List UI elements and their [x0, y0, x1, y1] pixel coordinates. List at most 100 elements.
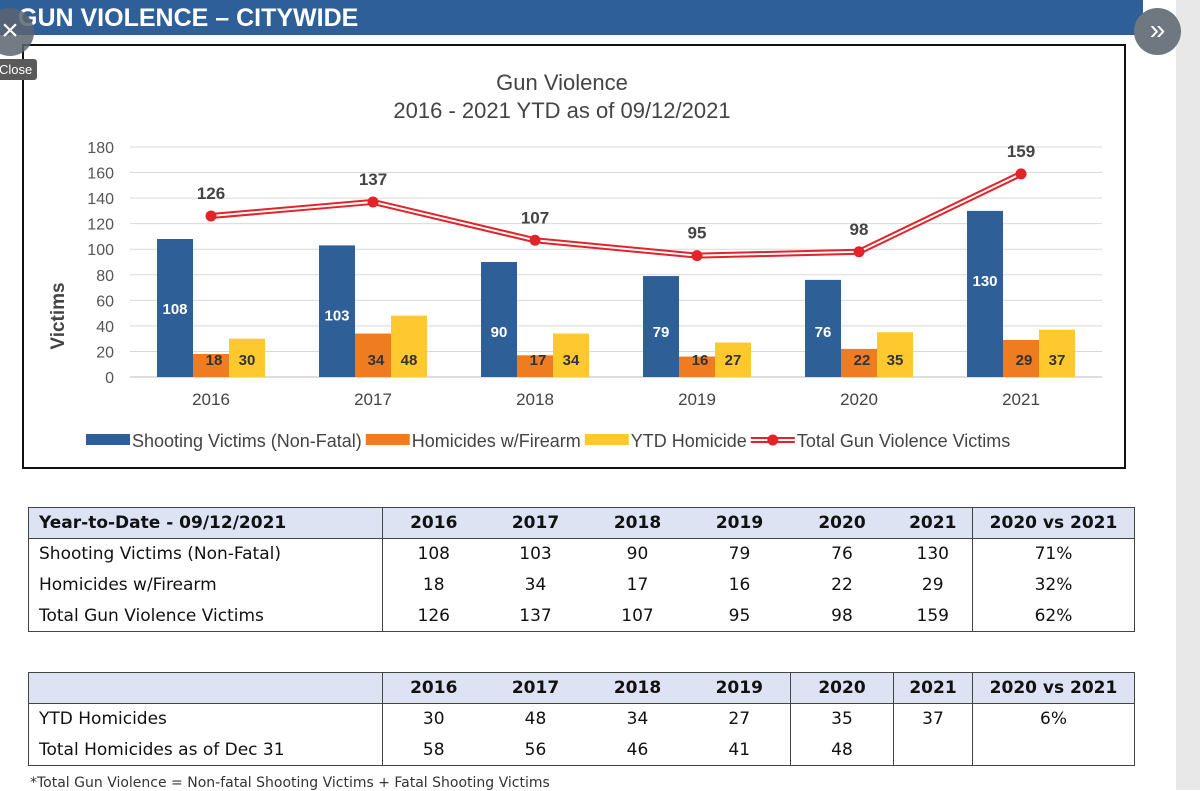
table-row: Total Homicides as of Dec 31 58 56 46 41 48 [28, 734, 1135, 766]
table-cell: 16 [728, 575, 751, 595]
table-cell: 34 [524, 575, 547, 595]
total-label: 126 [197, 184, 225, 203]
table-cell: 103 [519, 544, 552, 565]
close-icon: × [1, 14, 19, 47]
header-cell: 2021 [893, 507, 973, 539]
table-header-row: Year-to-Date - 09/12/2021 2016 2017 2018… [28, 507, 1135, 539]
y-tick-label: 60 [96, 293, 114, 310]
data-label: 35 [887, 352, 904, 369]
bar-ytd-homicide [391, 315, 427, 377]
data-label: 90 [491, 324, 508, 341]
total-point [367, 196, 379, 208]
data-label: 34 [368, 352, 385, 369]
data-label: 34 [563, 352, 580, 369]
data-label: 37 [1049, 352, 1066, 369]
next-button[interactable]: » [1134, 8, 1181, 55]
y-tick-label: 40 [96, 319, 114, 336]
header-cell: 2016 [382, 507, 485, 539]
x-tick-label: 2021 [1002, 390, 1040, 409]
x-tick-label: 2017 [354, 390, 392, 409]
total-label: 159 [1007, 142, 1035, 161]
data-label: 130 [972, 273, 997, 290]
row-label: Shooting Victims (Non-Fatal) [28, 538, 383, 570]
header-cell: 2018 [586, 507, 689, 539]
bar-shooting-victims-non-fatal- [643, 276, 679, 377]
legend-label: Total Gun Violence Victims [797, 431, 1010, 451]
header-cell: Year-to-Date - 09/12/2021 [28, 507, 383, 539]
table-cell: 34 [626, 709, 649, 730]
table-cell: 71% [972, 538, 1135, 570]
row-label: Total Homicides as of Dec 31 [28, 734, 383, 766]
table-cell: 18 [382, 569, 485, 601]
total-label: 137 [359, 170, 387, 189]
bar-ytd-homicide [1039, 329, 1075, 377]
legend-label: Shooting Victims (Non-Fatal) [132, 431, 362, 451]
y-tick-label: 180 [87, 140, 114, 157]
table-row: YTD Homicides 30 48 34 27 35 37 6% [28, 703, 1135, 735]
legend-label: Homicides w/Firearm [412, 431, 581, 451]
bar-homicides-w-firearm [355, 333, 391, 377]
double-chevron-right-icon: » [1149, 14, 1166, 45]
table-cell: 76 [831, 544, 853, 565]
y-tick-label: 20 [96, 344, 114, 361]
table-row: Homicides w/Firearm 18 34 17 16 22 29 32% [28, 569, 1135, 601]
data-label: 22 [854, 352, 871, 369]
data-label: 48 [401, 352, 418, 369]
data-label: 30 [239, 352, 256, 369]
header-cell: 2020 vs 2021 [972, 672, 1135, 704]
table-cell: 6% [972, 703, 1135, 735]
y-tick-label: 100 [87, 242, 114, 259]
table-cell: 22 [831, 575, 853, 595]
page-header: GUN VIOLENCE – CITYWIDE [0, 0, 1143, 35]
legend-swatch [86, 434, 130, 445]
table-row: Shooting Victims (Non-Fatal) 108 103 90 79 76… [28, 538, 1135, 570]
table-cell: 79 [728, 544, 751, 565]
bar-homicides-w-firearm [193, 354, 229, 377]
total-point [853, 246, 865, 258]
table-cell: 27 [728, 709, 751, 730]
table-cell: 130 [916, 544, 949, 565]
bar-homicides-w-firearm [517, 355, 553, 377]
legend-marker [767, 434, 779, 446]
x-tick-label: 2019 [678, 390, 716, 409]
x-tick-label: 2018 [516, 390, 554, 409]
table-cell: 58 [382, 734, 485, 766]
bar-shooting-victims-non-fatal- [481, 262, 517, 377]
table-cell: 95 [688, 600, 791, 632]
data-label: 76 [815, 324, 832, 341]
table-cell: 48 [790, 734, 894, 766]
data-label: 16 [692, 352, 709, 369]
table-cell: 98 [790, 600, 894, 632]
total-label: 98 [850, 220, 869, 239]
y-tick-label: 80 [96, 268, 114, 285]
bar-homicides-w-firearm [841, 348, 877, 377]
table-cell: 126 [382, 600, 485, 632]
row-label: Homicides w/Firearm [28, 569, 383, 601]
header-cell: 2019 [688, 672, 791, 704]
scrollbar[interactable] [1176, 0, 1200, 790]
table-cell: 30 [382, 703, 485, 735]
total-point [1015, 168, 1027, 180]
data-label: 29 [1016, 352, 1033, 369]
total-label: 95 [688, 224, 707, 243]
footnote: *Total Gun Violence = Non-fatal Shooting… [30, 775, 550, 791]
data-label: 79 [653, 324, 670, 341]
data-label: 27 [725, 352, 742, 369]
gun-violence-chart: Gun Violence 2016 - 2021 YTD as of 09/12… [48, 70, 1102, 451]
y-axis-label: Victims [48, 282, 69, 349]
table-cell: 32% [972, 569, 1135, 601]
table-cell [893, 734, 973, 766]
table-cell [972, 734, 1135, 766]
total-line-inner [210, 172, 1022, 257]
total-label: 107 [521, 208, 549, 227]
table-cell: 62% [972, 600, 1135, 632]
bar-shooting-victims-non-fatal- [157, 239, 193, 377]
header-cell: 2017 [484, 507, 587, 539]
chart-subtitle: 2016 - 2021 YTD as of 09/12/2021 [393, 98, 730, 123]
data-label: 17 [530, 352, 547, 369]
table-row: Total Gun Violence Victims 126 137 107 95 98 1… [28, 600, 1135, 632]
total-point [205, 210, 217, 222]
x-tick-label: 2016 [192, 390, 230, 409]
bar-shooting-victims-non-fatal- [967, 210, 1003, 377]
ytd-gun-violence-table: Year-to-Date - 09/12/2021 2016 2017 2018… [28, 507, 1135, 632]
